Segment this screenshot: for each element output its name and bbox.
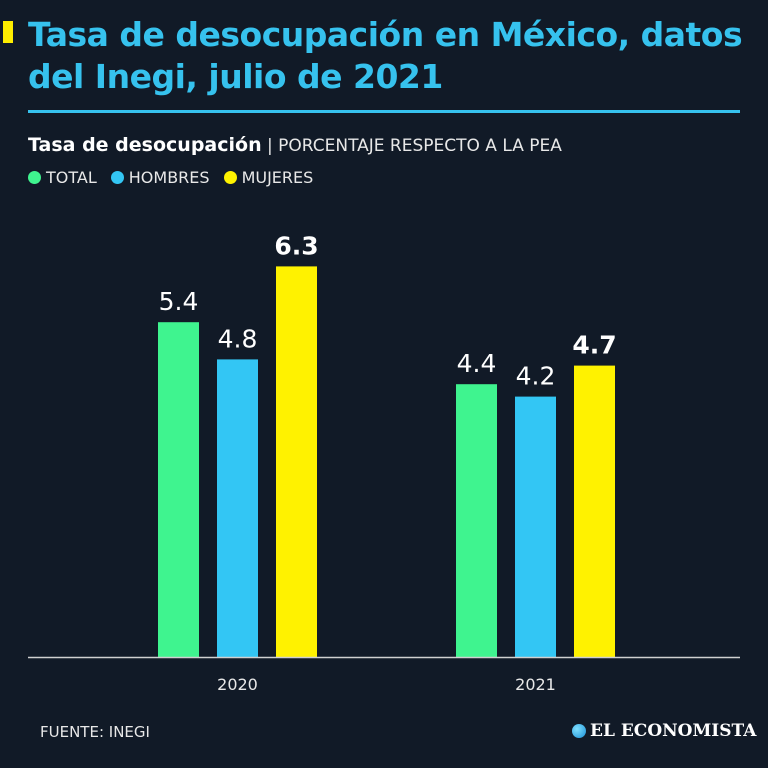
chart-subtitle: Tasa de desocupación | PORCENTAJE RESPEC… xyxy=(28,134,562,156)
data-label: 4.2 xyxy=(516,362,556,391)
legend-swatch xyxy=(223,171,237,184)
data-label: 4.8 xyxy=(218,324,258,353)
page-title: Tasa de desocupación en México, datos de… xyxy=(28,15,743,96)
legend-label: MUJERES xyxy=(241,168,314,187)
bar-mujeres-2021 xyxy=(574,365,615,657)
x-tick-label: 2021 xyxy=(515,675,556,694)
data-label: 4.7 xyxy=(572,331,616,360)
title-accent-bar xyxy=(3,21,13,43)
chart-title: Tasa de desocupación xyxy=(28,134,262,156)
legend-label: TOTAL xyxy=(46,168,97,187)
bar-mujeres-2020 xyxy=(276,266,317,657)
el-economista-logo: EL ECONOMISTA xyxy=(572,721,756,741)
x-tick-label: 2020 xyxy=(217,675,258,694)
bar-total-2021 xyxy=(456,384,497,657)
bar-hombres-2021 xyxy=(515,396,556,657)
legend-swatch xyxy=(28,171,41,184)
legend-item-total: TOTAL xyxy=(28,168,97,187)
legend-label: HOMBRES xyxy=(128,168,210,187)
legend-item-mujeres: MUJERES xyxy=(223,168,314,187)
globe-icon xyxy=(572,724,586,738)
data-label: 6.3 xyxy=(274,231,318,260)
bar-total-2020 xyxy=(158,322,199,657)
data-label: 5.4 xyxy=(159,287,199,316)
legend-swatch xyxy=(110,171,124,184)
data-label: 4.4 xyxy=(457,349,497,378)
bar-hombres-2020 xyxy=(217,359,258,657)
chart-unit: PORCENTAJE RESPECTO A LA PEA xyxy=(278,136,562,156)
legend: TOTAL HOMBRES MUJERES xyxy=(28,168,313,187)
legend-item-hombres: HOMBRES xyxy=(110,168,210,187)
title-divider xyxy=(28,110,740,113)
source-note: FUENTE: INEGI xyxy=(40,723,150,741)
logo-text: EL ECONOMISTA xyxy=(590,721,757,741)
